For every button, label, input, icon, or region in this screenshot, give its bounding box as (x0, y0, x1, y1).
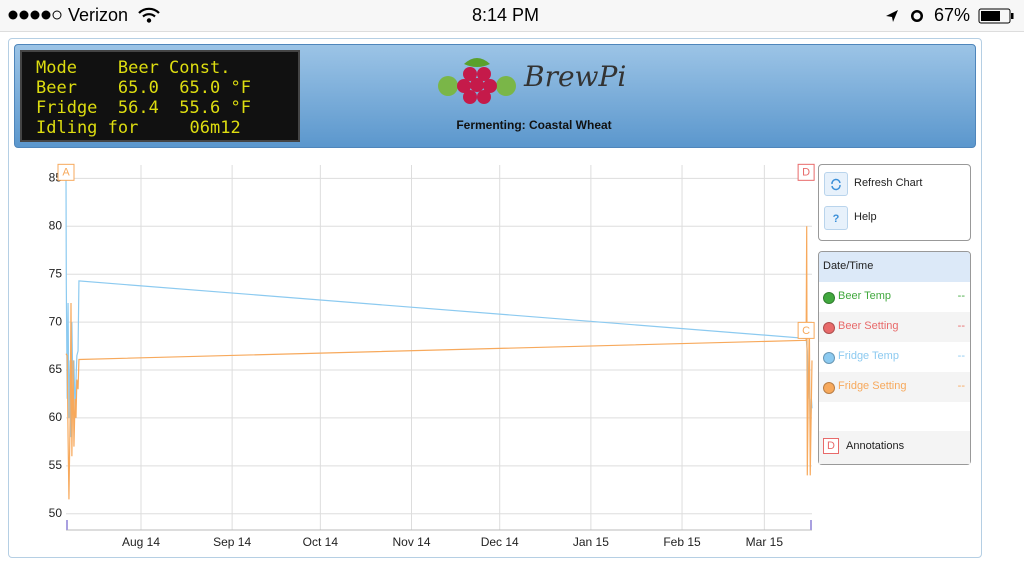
y-tick-label: 70 (49, 314, 63, 328)
clock: 8:14 PM (472, 5, 540, 25)
x-tick-label: Jan 15 (573, 535, 609, 549)
annotations-icon: D (823, 438, 839, 454)
signal (8, 10, 62, 20)
y-tick-label: 50 (49, 506, 63, 520)
legend-row-bg (819, 312, 970, 342)
lcd-line: Fridge 56.4 55.6 °F (36, 98, 251, 118)
x-tick-label: Mar 15 (746, 535, 784, 549)
series-line (65, 173, 813, 438)
x-tick-label: Aug 14 (122, 535, 160, 549)
lcd-line: Mode Beer Const. (36, 58, 231, 78)
logo-icon (438, 58, 516, 104)
x-tick-label: Nov 14 (392, 535, 430, 549)
legend-value: -- (957, 320, 965, 332)
series-line (65, 226, 813, 500)
legend-entry: Fridge Temp (838, 350, 899, 362)
annotation-label: D (802, 167, 810, 179)
carrier: Verizon (68, 5, 129, 25)
legend-entry: Beer Temp (838, 290, 891, 302)
legend-entry: Beer Setting (838, 320, 899, 332)
legend-value: -- (957, 350, 965, 362)
annotations-label: Annotations (846, 440, 905, 452)
annotation (57, 163, 75, 181)
legend-panel (818, 251, 971, 465)
panel-frame (8, 38, 982, 558)
annotation (797, 163, 815, 181)
lcd-display: Mode Beer Const. Beer 65.0 65.0 °F Fridg… (20, 50, 300, 142)
y-tick-label: 80 (49, 218, 63, 232)
annotations-row (819, 431, 970, 464)
battery (978, 8, 1014, 24)
legend-swatch (823, 382, 835, 394)
help-icon[interactable]: ? (824, 206, 848, 230)
lcd-line: Beer 65.0 65.0 °F (36, 78, 251, 98)
y-tick-label: 65 (49, 362, 63, 376)
legend-entry: Fridge Setting (838, 380, 907, 392)
annotation-label: C (802, 325, 810, 337)
legend-row-bg (819, 372, 970, 402)
legend-value: -- (957, 380, 965, 392)
x-tick-label: Feb 15 (663, 535, 701, 549)
y-tick-label: 55 (49, 458, 63, 472)
legend-swatch (823, 352, 835, 364)
legend-swatch (823, 292, 835, 304)
legend-swatch (823, 322, 835, 334)
annotation (797, 321, 815, 339)
y-tick-label: 60 (49, 410, 63, 424)
lcd-line: Idling for 06m12 (36, 118, 241, 138)
brew-name: Fermenting: Coastal Wheat (456, 118, 612, 132)
battery-level: 67% (934, 5, 971, 25)
x-tick-label: Dec 14 (481, 535, 519, 549)
wifi (138, 7, 160, 23)
legend-header (819, 252, 970, 282)
legend-title: Date/Time (823, 260, 874, 272)
logo-text: BrewPi (524, 60, 627, 93)
legend-value: -- (957, 290, 965, 302)
y-tick-label: 75 (49, 266, 63, 280)
refresh-glyph (831, 178, 841, 191)
help-button[interactable]: Help (854, 211, 877, 223)
status-bar: Verizon 8:14 PM 67% (0, 0, 1024, 32)
annotation-label: A (62, 167, 70, 179)
refresh-icon[interactable] (824, 172, 848, 196)
refresh-button[interactable]: Refresh Chart (854, 177, 923, 189)
x-tick-label: Oct 14 (303, 535, 339, 549)
status-icons (886, 10, 923, 22)
x-tick-label: Sep 14 (213, 535, 251, 549)
